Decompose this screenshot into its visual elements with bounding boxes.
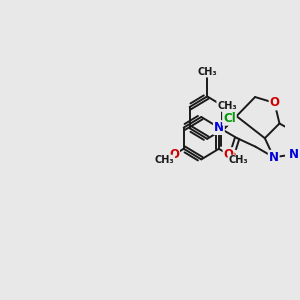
Text: O: O [270,96,280,110]
Text: CH₃: CH₃ [217,101,237,111]
Text: O: O [226,151,236,164]
Text: CH₃: CH₃ [197,67,217,77]
Text: Cl: Cl [223,112,236,125]
Text: CH₃: CH₃ [228,155,248,165]
Text: N: N [269,151,279,164]
Text: N: N [214,121,224,134]
Text: CH₃: CH₃ [154,155,174,165]
Text: O: O [224,148,234,161]
Text: N: N [289,148,299,161]
Text: O: O [169,148,179,161]
